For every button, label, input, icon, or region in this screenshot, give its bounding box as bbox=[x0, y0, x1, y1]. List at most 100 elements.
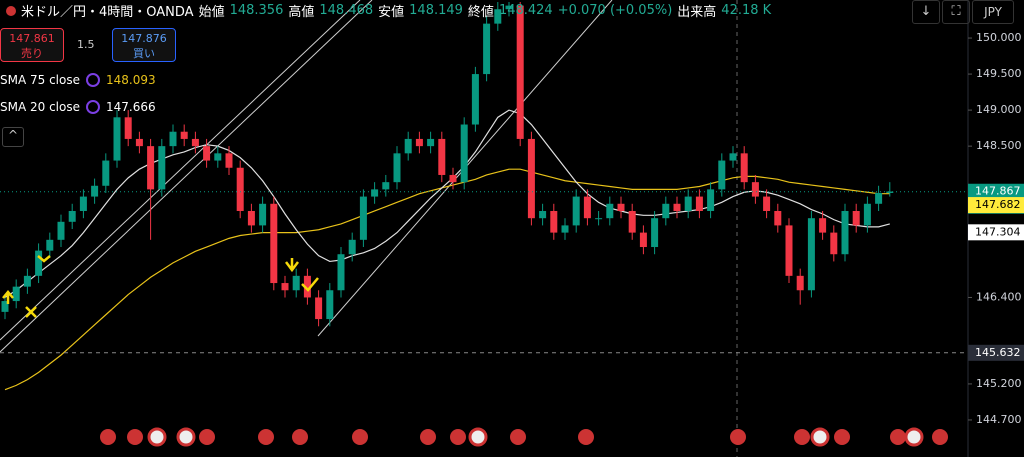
indicator-value: 147.666 bbox=[106, 100, 156, 114]
candle-body bbox=[259, 203, 267, 226]
candle-body bbox=[695, 196, 703, 211]
candle-body bbox=[595, 218, 603, 220]
candle-body bbox=[393, 153, 401, 183]
indicator-icon[interactable] bbox=[86, 100, 100, 114]
event-icon bbox=[147, 427, 167, 447]
signal-cross bbox=[25, 306, 37, 318]
y-tick-label: 144.700 bbox=[976, 413, 1022, 426]
candle-body bbox=[583, 196, 591, 219]
candle-body bbox=[359, 196, 367, 240]
event-icon bbox=[199, 429, 215, 445]
ohlc-label: 始値 bbox=[198, 5, 225, 20]
event-icon bbox=[468, 427, 488, 447]
candle-body bbox=[1, 301, 9, 312]
candle-body bbox=[415, 138, 423, 147]
trendline bbox=[0, 0, 373, 353]
candle-body bbox=[572, 196, 580, 226]
candle-body bbox=[46, 239, 54, 251]
candle-body bbox=[225, 153, 233, 168]
candle-body bbox=[303, 275, 311, 298]
candle-body bbox=[270, 203, 278, 284]
candle-body bbox=[12, 286, 20, 302]
candle-body bbox=[449, 174, 457, 183]
indicator-legend: SMA 75 close 148.093 bbox=[0, 73, 156, 87]
y-tick-label: 145.200 bbox=[976, 377, 1022, 390]
indicator-icon[interactable] bbox=[86, 73, 100, 87]
volume: 42.18 K bbox=[721, 3, 772, 18]
candle-body bbox=[651, 218, 659, 248]
event-icon bbox=[176, 427, 196, 447]
candle-body bbox=[371, 189, 379, 197]
candle-body bbox=[606, 203, 614, 219]
y-tick-label: 150.000 bbox=[976, 31, 1022, 44]
indicator-legend: SMA 20 close 147.666 bbox=[0, 100, 156, 114]
flag-icon bbox=[6, 5, 16, 16]
candle-body bbox=[292, 275, 300, 291]
candle-body bbox=[438, 138, 446, 175]
candle-body bbox=[505, 5, 513, 10]
indicator-name: SMA 75 close bbox=[0, 73, 80, 87]
download-button[interactable]: ↓ bbox=[912, 0, 940, 24]
buy-label: 買い bbox=[133, 47, 155, 60]
event-icon bbox=[904, 427, 924, 447]
ohlc-value: 148.356 bbox=[229, 3, 284, 18]
candle-body bbox=[841, 210, 849, 255]
candle-body bbox=[516, 5, 524, 139]
candle-body bbox=[527, 138, 535, 219]
price-tag-label: 147.867 bbox=[975, 185, 1021, 198]
candle-body bbox=[35, 250, 43, 276]
candle-body bbox=[68, 210, 76, 222]
price-axis: 150.000 149.500 149.000 148.500 146.400 145.2… bbox=[0, 31, 1024, 426]
event-icon bbox=[292, 429, 308, 445]
candle-body bbox=[539, 210, 547, 219]
trendline bbox=[0, 0, 361, 341]
candle-body bbox=[852, 210, 860, 226]
ohlc-value: 148.149 bbox=[409, 3, 463, 18]
price-tag bbox=[968, 224, 1024, 241]
candle-body bbox=[807, 218, 815, 291]
candle-body bbox=[886, 191, 894, 193]
fullscreen-button[interactable]: ⛶ bbox=[942, 0, 970, 24]
candle-body bbox=[494, 9, 502, 24]
ohlc-label: 安値 bbox=[378, 5, 405, 20]
event-icon bbox=[127, 429, 143, 445]
candle-body bbox=[550, 210, 558, 233]
candle-body bbox=[236, 167, 244, 211]
y-tick-label: 149.000 bbox=[976, 103, 1022, 116]
event-icons bbox=[100, 427, 948, 447]
candle-body bbox=[91, 185, 99, 197]
currency[interactable]: JPY bbox=[972, 0, 1014, 24]
event-icon bbox=[578, 429, 594, 445]
buy-button[interactable]: 147.876 買い bbox=[112, 28, 176, 62]
event-icon bbox=[258, 429, 274, 445]
candle-body bbox=[875, 192, 883, 204]
candle-body bbox=[247, 210, 255, 226]
candle-body bbox=[382, 182, 390, 190]
candle-body bbox=[819, 218, 827, 233]
sell-button[interactable]: 147.861 売り bbox=[0, 28, 64, 62]
y-tick-label: 149.500 bbox=[976, 67, 1022, 80]
candle-body bbox=[460, 124, 468, 183]
candle-body bbox=[214, 153, 222, 161]
signal-arrow bbox=[285, 258, 299, 273]
candle-body bbox=[135, 138, 143, 147]
candle-body bbox=[315, 297, 323, 320]
candle-body bbox=[203, 146, 211, 161]
change: +0.070 (+0.05%) bbox=[557, 3, 673, 18]
candle-body bbox=[774, 210, 782, 226]
collapse-button[interactable]: ^ bbox=[2, 127, 24, 147]
ohlc-value: 148.468 bbox=[319, 3, 374, 18]
event-icon bbox=[730, 429, 746, 445]
candle-body bbox=[863, 203, 871, 226]
price-tag bbox=[968, 344, 1024, 361]
event-icon bbox=[352, 429, 368, 445]
candle-body bbox=[639, 232, 647, 248]
candle-body bbox=[729, 153, 737, 161]
signal-check bbox=[301, 277, 319, 292]
candle-body bbox=[102, 160, 110, 186]
ohlc-label: 高値 bbox=[288, 5, 315, 20]
candle-body bbox=[337, 254, 345, 291]
symbol: 米ドル／円・4時間・OANDA bbox=[21, 5, 194, 20]
